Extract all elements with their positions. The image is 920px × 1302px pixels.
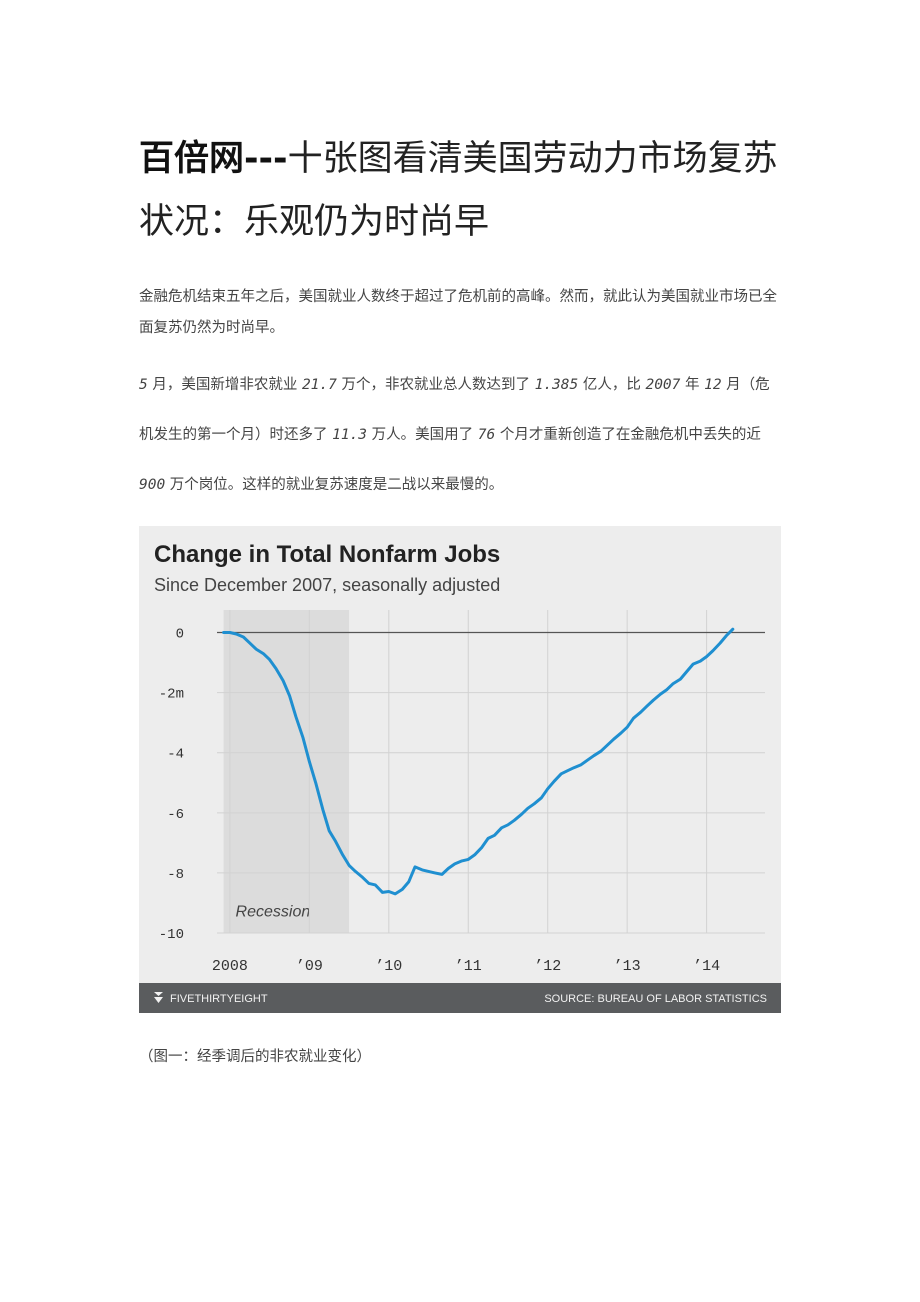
chart-subtitle: Since December 2007, seasonally adjusted xyxy=(154,575,500,595)
y-tick-label: 0 xyxy=(176,627,184,643)
stat-number: 21.7 xyxy=(301,377,337,393)
recession-band xyxy=(223,610,350,933)
x-tick-label: ’11 xyxy=(455,958,482,975)
y-tick-label: -10 xyxy=(159,927,184,943)
fivethirtyeight-logo-icon xyxy=(154,992,163,1003)
y-tick-label: -4 xyxy=(167,747,184,763)
paragraph-text: 万个，非农就业总人数达到了 xyxy=(336,377,535,393)
y-tick-label: -8 xyxy=(167,867,184,883)
y-tick-label: -6 xyxy=(167,807,184,823)
paragraph-text: 万人。美国用了 xyxy=(367,427,478,443)
stats-paragraph: 5 月，美国新增非农就业 21.7 万个，非农就业总人数达到了 1.385 亿人… xyxy=(139,360,784,510)
title-text: 十张图看清美国劳动力市场复苏状况：乐观仍为时尚早 xyxy=(139,139,778,242)
jobs-series-line xyxy=(222,627,735,896)
figure-caption: （图一：经季调后的非农就业变化） xyxy=(139,1049,371,1065)
footer-source: SOURCE: BUREAU OF LABOR STATISTICS xyxy=(544,993,767,1005)
x-tick-label: 2008 xyxy=(212,958,248,975)
paragraph-text: 个月才重新创造了在金融危机中丢失的近 xyxy=(495,427,761,443)
recession-label: Recession xyxy=(236,903,311,920)
chart-title: Change in Total Nonfarm Jobs xyxy=(154,541,500,568)
x-tick-label: ’10 xyxy=(375,958,402,975)
chart-footer-bar xyxy=(139,983,781,1013)
page-title: 百倍网---十张图看清美国劳动力市场复苏状况：乐观仍为时尚早 xyxy=(139,128,799,254)
stat-number: 2007 xyxy=(645,377,681,393)
chart-figure: Recession Change in Total Nonfarm Jobs S… xyxy=(139,526,781,1013)
x-tick-label: ’14 xyxy=(693,958,720,975)
paragraph-text: 年 xyxy=(680,377,705,393)
stat-number: 5 xyxy=(139,377,148,393)
stat-number: 12 xyxy=(704,377,722,393)
stat-number: 900 xyxy=(139,477,166,493)
paragraph-text: 月，美国新增非农就业 xyxy=(147,377,302,393)
stat-number: 1.385 xyxy=(534,377,579,393)
paragraph-text: 亿人，比 xyxy=(578,377,646,393)
stat-number: 11.3 xyxy=(332,427,368,443)
x-tick-label: ’12 xyxy=(534,958,561,975)
paragraph-text: 月（危机发生的第一个月）时还多了 xyxy=(139,377,770,443)
title-brand: 百倍网--- xyxy=(139,139,288,179)
jobs-line-chart: Recession Change in Total Nonfarm Jobs S… xyxy=(139,526,781,1013)
intro-paragraph: 金融危机结束五年之后，美国就业人数终于超过了危机前的高峰。然而，就此认为美国就业… xyxy=(139,289,777,336)
x-tick-label: ’09 xyxy=(296,958,323,975)
footer-brand: FIVETHIRTYEIGHT xyxy=(170,993,268,1005)
stat-number: 76 xyxy=(477,427,496,443)
paragraph-text: 万个岗位。这样的就业复苏速度是二战以来最慢的。 xyxy=(165,477,504,493)
x-tick-label: ’13 xyxy=(614,958,641,975)
y-tick-label: -2m xyxy=(159,687,184,703)
